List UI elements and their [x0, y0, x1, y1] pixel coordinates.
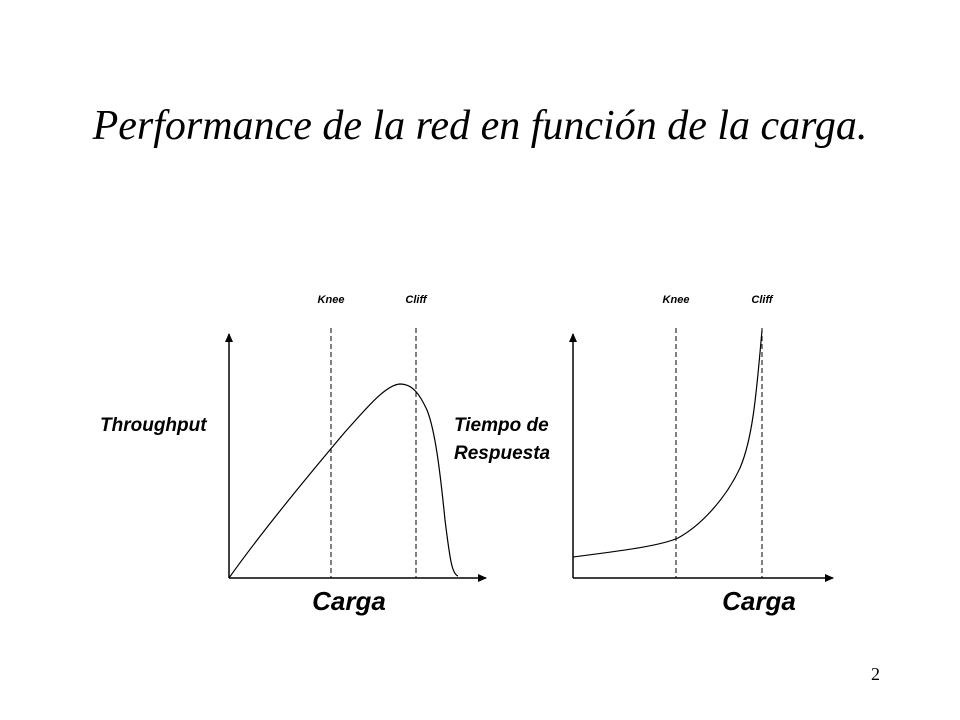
response-knee-label: Knee: [663, 294, 690, 306]
throughput-curve: [228, 383, 459, 579]
response-cliff-label: Cliff: [751, 294, 774, 306]
response-x-label: Carga: [722, 586, 796, 616]
slide-title: Performance de la red en función de la c…: [92, 103, 868, 149]
response-time-curve: [572, 329, 763, 558]
throughput-knee-label: Knee: [318, 294, 345, 306]
page-number: 2: [871, 664, 880, 684]
throughput-x-label: Carga: [312, 586, 386, 616]
response-time-diagram: Knee Cliff Tiempo de Respuesta Carga: [454, 294, 834, 616]
throughput-y-label: Throughput: [100, 415, 207, 436]
response-y-label-line1: Tiempo de: [454, 415, 549, 436]
throughput-diagram: Knee Cliff Throughput Carga: [100, 294, 487, 616]
response-y-label-line2: Respuesta: [454, 443, 551, 464]
throughput-cliff-label: Cliff: [405, 294, 428, 306]
